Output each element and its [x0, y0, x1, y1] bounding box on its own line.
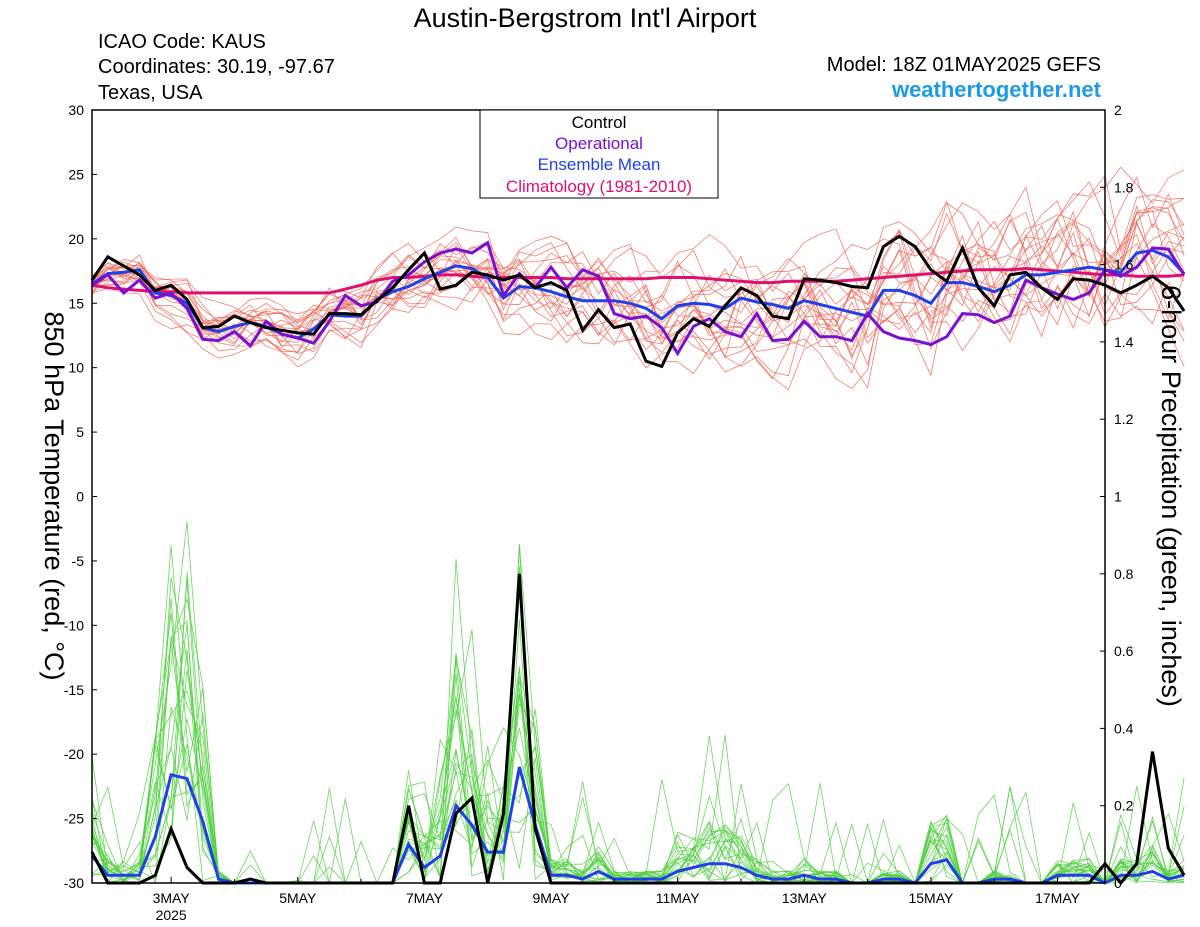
x-tick-sublabel: 2025 [156, 907, 187, 923]
temp-member-11 [91, 186, 1185, 361]
temp-member-18 [91, 199, 1185, 346]
temp-member-13 [91, 222, 1185, 380]
x-tick-label: 5MAY [279, 890, 317, 906]
temp-member-17 [91, 181, 1185, 354]
y2-tick-label: 1.4 [1114, 334, 1134, 350]
climatology-line [91, 266, 1185, 295]
temp-member-9 [91, 202, 1185, 352]
site-link[interactable]: weathertogether.net [891, 77, 1102, 102]
legend-climo: Climatology (1981-2010) [506, 177, 692, 196]
y-tick-label: 30 [68, 102, 84, 118]
y2-tick-label: 2 [1114, 102, 1122, 118]
y2-tick-label: 0.8 [1114, 566, 1134, 582]
y2-tick-label: 0.4 [1114, 720, 1134, 736]
y-tick-label: 15 [68, 295, 84, 311]
legend-box [479, 109, 719, 199]
y-tick-label: -25 [64, 811, 84, 827]
temp-member-12 [91, 211, 1185, 390]
temp-control-line [90, 234, 1186, 369]
y2-tick-label: 1.2 [1114, 411, 1134, 427]
y2-tick-label: 1.8 [1114, 179, 1134, 195]
y-axis-label: 850 hPa Temperature (red, °C) [39, 312, 69, 681]
y2-tick-label: 0 [1114, 875, 1122, 891]
legend-mean: Ensemble Mean [538, 155, 661, 174]
y2-axis-label: 6-hour Precipitation (green, inches) [1156, 285, 1186, 707]
y-tick-label: -5 [72, 553, 85, 569]
y-tick-label: -30 [64, 875, 84, 891]
chart-title: Austin-Bergstrom Int'l Airport [414, 3, 757, 33]
x-tick-label: 3MAY [153, 890, 191, 906]
y-tick-label: -15 [64, 682, 84, 698]
x-tick-label: 15MAY [908, 890, 954, 906]
legend-control: Control [572, 113, 627, 132]
legend: Control Operational Ensemble Mean Climat… [479, 109, 719, 199]
legend-operational: Operational [555, 134, 643, 153]
y2-tick-label: 1 [1114, 489, 1122, 505]
temp-member-16 [91, 200, 1185, 374]
temp-member-20 [91, 176, 1185, 377]
x-tick-label: 9MAY [532, 890, 570, 906]
y-tick-label: 20 [68, 231, 84, 247]
y-tick-label: -10 [64, 617, 84, 633]
y2-tick-label: 0.2 [1114, 798, 1134, 814]
y2-tick-label: 1.6 [1114, 257, 1134, 273]
coordinates: Coordinates: 30.19, -97.67 [98, 56, 335, 78]
x-tick-label: 7MAY [406, 890, 444, 906]
region: Texas, USA [98, 82, 203, 104]
x-tick-label: 11MAY [656, 890, 700, 906]
x-tick-label: 13MAY [782, 890, 828, 906]
y-tick-label: 10 [68, 360, 84, 376]
model-run: Model: 18Z 01MAY2025 GEFS [827, 54, 1101, 76]
axes: 302520151050-5-10-15-20-25-3021.81.61.41… [64, 102, 1134, 923]
temp-member-8 [91, 212, 1185, 356]
header: Austin-Bergstrom Int'l Airport ICAO Code… [98, 3, 1102, 104]
y-tick-label: 5 [76, 424, 84, 440]
y-tick-label: -20 [64, 746, 84, 762]
y-tick-label: 0 [76, 489, 84, 505]
temp-member-7 [91, 200, 1185, 352]
icao-code: ICAO Code: KAUS [98, 31, 266, 53]
y-tick-label: 25 [68, 166, 84, 182]
y2-tick-label: 0.6 [1114, 643, 1134, 659]
x-tick-label: 17MAY [1035, 890, 1081, 906]
